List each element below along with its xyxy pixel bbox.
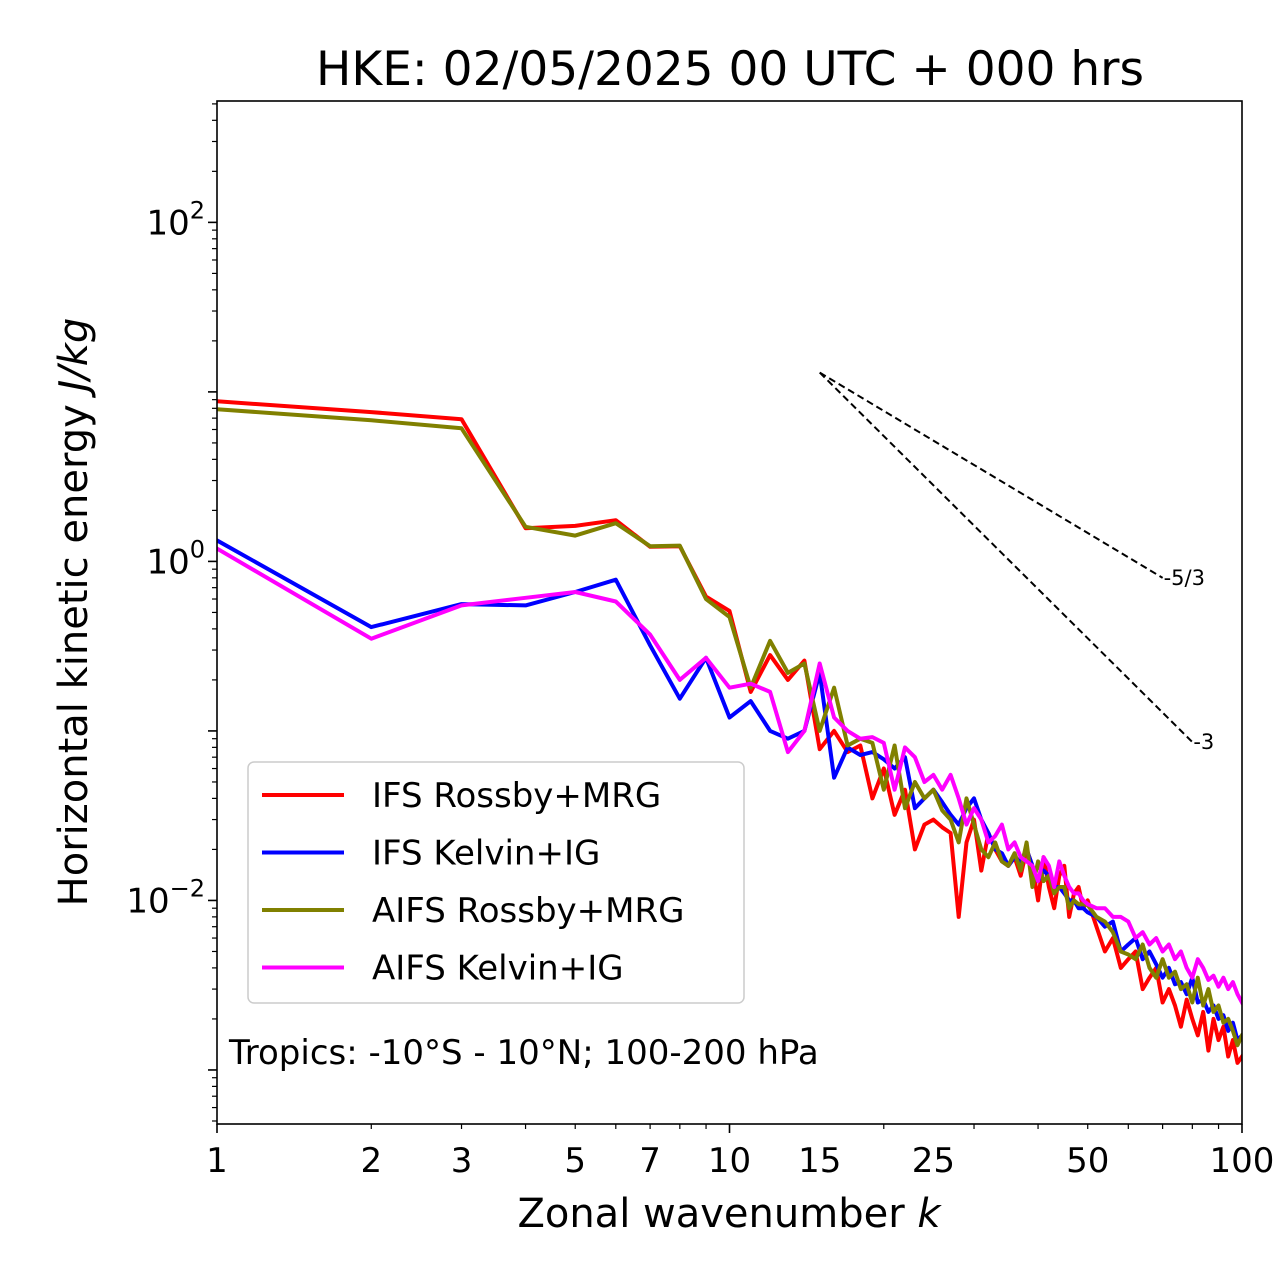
x-tick-label: 50	[1066, 1141, 1109, 1181]
x-tick-label: 1	[206, 1141, 228, 1181]
chart-title: HKE: 02/05/2025 00 UTC + 000 hrs	[316, 42, 1144, 97]
x-tick-label: 5	[564, 1141, 586, 1181]
reference-slope-lines	[819, 371, 1194, 743]
plot-area-frame	[216, 100, 1243, 1125]
x-axis-label-symbol: k	[917, 1191, 942, 1237]
x-axis-ticks: 1 2 3 5 7 10 15 25 50 100	[206, 1124, 1274, 1181]
legend: IFS Rossby+MRG IFS Kelvin+IG AIFS Rossby+M…	[247, 761, 745, 1004]
y-axis-label-unit: J/kg	[51, 318, 97, 399]
x-tick-label: 100	[1210, 1141, 1275, 1181]
x-tick-label: 7	[639, 1141, 661, 1181]
y-axis-label-text: Horizontal kinetic energy	[51, 404, 97, 906]
legend-label: AIFS Kelvin+IG	[372, 949, 624, 989]
y-axis-ticks: 10−2 100 102	[126, 103, 217, 1122]
reference-line-label: -3	[1193, 730, 1214, 754]
x-tick-label: 2	[360, 1141, 382, 1181]
y-tick-label: 10−2	[126, 874, 205, 921]
reference-line	[819, 371, 1164, 579]
legend-label: IFS Kelvin+IG	[372, 834, 600, 874]
reference-line-label: -5/3	[1164, 566, 1205, 590]
x-tick-label: 10	[708, 1141, 751, 1181]
legend-box	[247, 761, 745, 1004]
y-tick-label: 100	[146, 535, 205, 582]
legend-label: AIFS Rossby+MRG	[372, 891, 684, 931]
series-lines	[217, 399, 1242, 1065]
x-tick-label: 3	[451, 1141, 473, 1181]
x-tick-label: 15	[798, 1141, 841, 1181]
x-axis-label-text: Zonal wavenumber	[517, 1191, 905, 1237]
series-line	[217, 407, 1242, 1048]
series-line	[217, 546, 1242, 1006]
reference-slope-labels: -5/3 -3	[1164, 566, 1215, 754]
y-tick-label: 102	[146, 196, 205, 243]
region-annotation: Tropics: -10°S - 10°N; 100-200 hPa	[228, 1033, 819, 1073]
x-tick-label: 25	[912, 1141, 955, 1181]
y-axis-label: Horizontal kinetic energy J/kg	[51, 318, 97, 907]
legend-label: IFS Rossby+MRG	[372, 776, 661, 816]
x-axis-label: Zonal wavenumber k	[517, 1191, 942, 1237]
